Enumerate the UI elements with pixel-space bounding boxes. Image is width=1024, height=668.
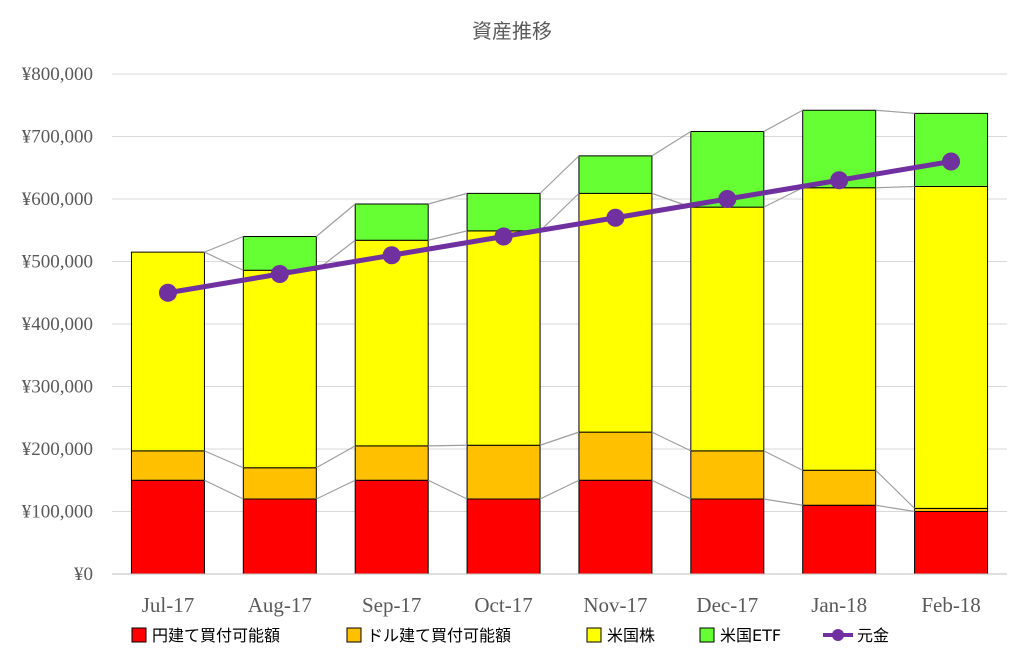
bar-segment (690, 206, 765, 452)
x-tick-label: Aug-17 (248, 593, 312, 617)
series-connector (875, 185, 915, 189)
series-connector (428, 444, 468, 447)
bar-segment (914, 511, 989, 575)
legend-swatch (346, 627, 362, 643)
series-connector (539, 479, 580, 500)
principal-point (942, 152, 961, 171)
series-connector (763, 450, 803, 471)
series-connector (651, 479, 692, 500)
y-axis: ¥0 ¥100,000 ¥200,000 ¥300,000 ¥400,000 ¥500,0… (22, 64, 93, 585)
principal-point (494, 227, 513, 246)
bar-segment (578, 192, 653, 433)
series-connector (875, 109, 915, 114)
y-tick-label: ¥600,000 (22, 189, 93, 210)
bar-segment (578, 479, 653, 575)
principal-point (718, 190, 737, 208)
series-connector (875, 504, 915, 513)
series-connector (316, 445, 356, 469)
legend-label: 元金 (857, 626, 889, 645)
bar-segment (242, 467, 317, 500)
series-connector (763, 109, 803, 133)
series-connector (763, 498, 803, 506)
series-connector (875, 469, 915, 509)
legend-swatch (699, 627, 715, 643)
bar-segment (914, 186, 989, 509)
x-tick-label: Dec-17 (696, 593, 758, 617)
bar-segment (354, 479, 429, 575)
series-connector (539, 155, 580, 194)
bar-segment (354, 445, 429, 481)
bar-segment (690, 498, 765, 575)
x-tick-label: Oct-17 (474, 593, 532, 617)
legend-label: 円建て買付可能額 (152, 626, 280, 645)
y-tick-label: ¥700,000 (22, 127, 93, 148)
series-connector (315, 203, 356, 237)
y-tick-label: ¥400,000 (22, 314, 93, 335)
bar-segment (578, 155, 653, 194)
x-tick-label: Feb-18 (921, 593, 981, 617)
bar-segment (130, 479, 205, 575)
series-connector (539, 431, 580, 446)
bar-segment (802, 187, 877, 471)
legend: 円建て買付可能額 ドル建て買付可能額 米国株 米国ETF 元金 (131, 626, 889, 645)
y-tick-label: ¥500,000 (22, 252, 93, 273)
x-tick-label: Jul-17 (142, 593, 195, 617)
y-tick-label: ¥200,000 (22, 439, 93, 460)
bar-segment (802, 469, 877, 506)
series-connector (427, 479, 468, 500)
y-tick-label: ¥0 (74, 564, 93, 585)
bar-segment (914, 112, 989, 187)
bar-segment (466, 192, 541, 232)
legend-label: 米国株 (607, 626, 655, 645)
y-tick-label: ¥100,000 (22, 502, 93, 523)
principal-point (830, 171, 849, 190)
chart-title: 資産推移 (472, 19, 552, 43)
series-connector (428, 230, 468, 241)
bar-segment (130, 450, 205, 481)
series-connector (204, 235, 244, 253)
principal-line-path (167, 159, 952, 296)
principal-line (158, 152, 961, 302)
bar-segment (354, 203, 429, 241)
series-connector (204, 251, 244, 271)
principal-point (158, 283, 177, 302)
bar-segment (242, 498, 317, 575)
bar-segment (578, 431, 653, 481)
bar-segment (466, 444, 541, 500)
principal-point (382, 246, 401, 265)
legend-label: ドル建て買付可能額 (367, 626, 511, 645)
bar-segment (802, 504, 877, 575)
bar-segment (354, 239, 429, 447)
series-connector (204, 450, 244, 469)
series-connector (204, 479, 244, 500)
legend-label: 米国ETF (720, 626, 781, 645)
series-connector (651, 431, 692, 452)
bar-segment (466, 498, 541, 575)
x-tick-label: Nov-17 (583, 593, 647, 617)
bar-segment (690, 450, 765, 500)
series-connector (316, 479, 356, 500)
principal-point (270, 265, 289, 283)
legend-swatch (131, 627, 147, 643)
x-tick-label: Sep-17 (362, 593, 422, 617)
x-tick-label: Jan-18 (811, 593, 867, 617)
bars (130, 109, 989, 575)
series-connector (539, 192, 580, 232)
x-axis: Jul-17 Aug-17 Sep-17 Oct-17 Nov-17 Dec-17 Jan-… (112, 573, 1007, 617)
legend-marker (832, 629, 844, 641)
series-connector (428, 192, 468, 205)
bar-segment (130, 251, 205, 452)
series-connector (651, 130, 692, 157)
series-connector (763, 187, 803, 208)
y-tick-label: ¥300,000 (22, 377, 93, 398)
principal-point (606, 208, 625, 227)
y-tick-label: ¥800,000 (22, 64, 93, 85)
legend-swatch (586, 627, 602, 643)
bar-segment (242, 269, 317, 469)
bar-segment (466, 230, 541, 446)
